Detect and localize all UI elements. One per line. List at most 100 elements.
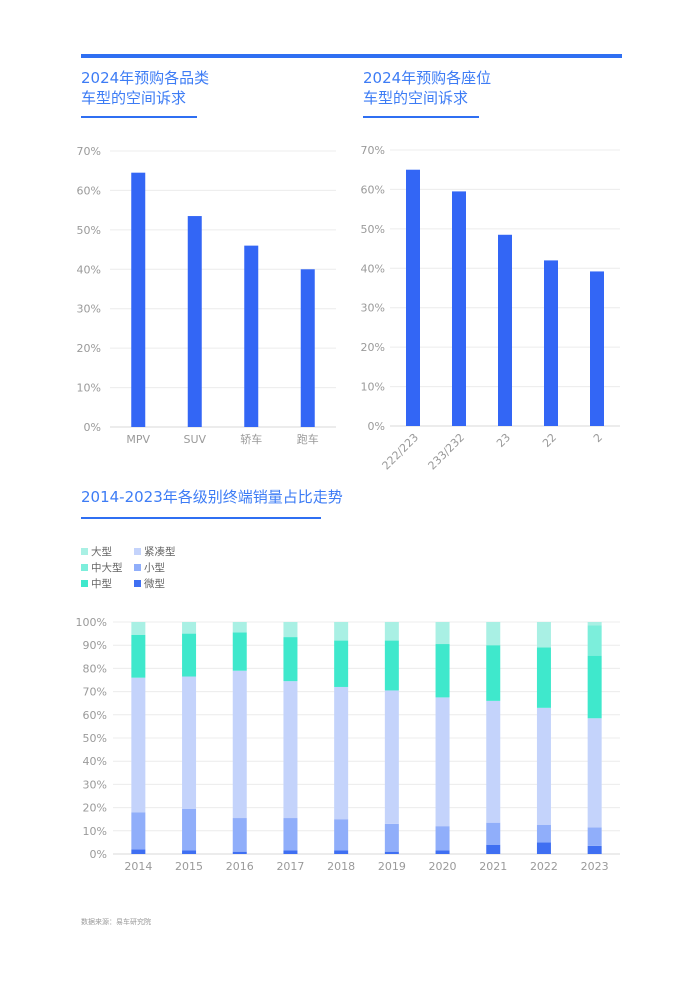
chart2-bar bbox=[544, 260, 558, 426]
chart3-bar-segment bbox=[131, 849, 146, 854]
chart3-legend-label: 大型 bbox=[91, 545, 112, 558]
chart3-bar-segment bbox=[536, 622, 551, 648]
chart3-legend-label: 小型 bbox=[144, 561, 165, 574]
chart1-xtick-label: SUV bbox=[183, 433, 206, 446]
chart3-bar-segment bbox=[232, 851, 247, 854]
chart3-bar-segment bbox=[384, 851, 399, 854]
chart3-legend-swatch bbox=[81, 548, 88, 555]
chart3-bar-segment bbox=[587, 625, 602, 656]
chart3-bar-segment bbox=[232, 632, 247, 671]
chart1-ytick-label: 50% bbox=[77, 224, 101, 237]
chart3-legend-label: 中型 bbox=[91, 577, 112, 590]
chart1-ytick-label: 20% bbox=[77, 342, 101, 355]
chart3-bar-segment bbox=[486, 822, 501, 845]
chart3-bar-segment bbox=[131, 677, 146, 813]
chart3-bar-segment bbox=[334, 819, 349, 851]
chart2-xtick-label: 22 bbox=[540, 431, 559, 450]
chart2-ytick-label: 10% bbox=[361, 381, 385, 394]
chart2-xtick-label: 222/223 bbox=[380, 431, 422, 473]
chart3-bar-segment bbox=[384, 690, 399, 824]
chart3-ytick-label: 70% bbox=[83, 686, 107, 699]
chart3-ytick-label: 90% bbox=[83, 639, 107, 652]
chart1-title-underline bbox=[81, 116, 197, 118]
chart3-xtick-label: 2022 bbox=[530, 860, 558, 873]
chart3-legend-swatch bbox=[81, 564, 88, 571]
chart3-legend-label: 中大型 bbox=[91, 561, 123, 574]
chart3-bar-segment bbox=[283, 681, 298, 819]
chart3-xtick-label: 2019 bbox=[378, 860, 406, 873]
chart2-xtick-label: 23 bbox=[494, 431, 513, 450]
chart3-xtick-label: 2017 bbox=[276, 860, 304, 873]
chart3-title: 2014-2023年各级别终端销量占比走势 bbox=[81, 488, 343, 506]
chart3-bar-segment bbox=[486, 700, 501, 823]
chart3-bar-segment bbox=[587, 655, 602, 719]
chart3-legend-swatch bbox=[134, 548, 141, 555]
chart3-bar-segment bbox=[536, 825, 551, 843]
chart3-bar-segment bbox=[486, 622, 501, 646]
chart3-bar-segment bbox=[232, 622, 247, 633]
chart3-legend-label: 紧凑型 bbox=[144, 545, 176, 558]
chart3-xtick-label: 2021 bbox=[479, 860, 507, 873]
chart1-xtick-label: MPV bbox=[126, 433, 150, 446]
chart3-legend-swatch bbox=[134, 564, 141, 571]
chart2-ytick-label: 60% bbox=[361, 183, 385, 196]
chart2-ytick-label: 20% bbox=[361, 341, 385, 354]
chart2-ytick-label: 30% bbox=[361, 302, 385, 315]
chart1-title: 2024年预购各品类 车型的空间诉求 bbox=[81, 69, 210, 107]
chart1-ytick-label: 40% bbox=[77, 263, 101, 276]
chart3-xtick-label: 2014 bbox=[124, 860, 152, 873]
chart3-bar-segment bbox=[182, 633, 197, 677]
chart3-xtick-label: 2018 bbox=[327, 860, 355, 873]
chart1-bar bbox=[244, 245, 259, 427]
chart3-bar-segment bbox=[435, 697, 450, 827]
chart3-bar-segment bbox=[283, 622, 298, 638]
chart3-bar-segment bbox=[283, 818, 298, 851]
chart3-xtick-label: 2016 bbox=[226, 860, 254, 873]
chart3-bar-segment bbox=[486, 645, 501, 701]
chart3-bar-segment bbox=[131, 622, 146, 635]
chart3-bar-segment bbox=[334, 622, 349, 641]
chart3-ytick-label: 80% bbox=[83, 662, 107, 675]
chart2-ytick-label: 40% bbox=[361, 262, 385, 275]
chart3-legend-label: 微型 bbox=[144, 577, 165, 590]
chart2-bar bbox=[406, 169, 420, 426]
chart1-bar bbox=[131, 172, 146, 427]
chart3-bar-segment bbox=[182, 808, 197, 851]
chart3-bar-segment bbox=[435, 644, 450, 698]
chart3-legend-swatch bbox=[134, 580, 141, 587]
chart2-xtick-label: 233/232 bbox=[426, 431, 468, 473]
chart3-bar-segment bbox=[587, 827, 602, 846]
chart2-bar bbox=[498, 234, 512, 426]
chart3-bar-segment bbox=[283, 850, 298, 854]
chart3-title-underline bbox=[81, 517, 321, 519]
chart3-bar-segment bbox=[283, 637, 298, 682]
chart3-bar-segment bbox=[587, 845, 602, 854]
chart3-xtick-label: 2020 bbox=[429, 860, 457, 873]
chart1-bar bbox=[300, 269, 315, 427]
chart3-ytick-label: 10% bbox=[83, 825, 107, 838]
chart3-bar-segment bbox=[384, 823, 399, 852]
chart3-ytick-label: 30% bbox=[83, 778, 107, 791]
chart3-xtick-label: 2023 bbox=[581, 860, 609, 873]
chart1-ytick-label: 0% bbox=[84, 421, 101, 434]
chart1-ytick-label: 70% bbox=[77, 145, 101, 158]
chart3-xtick-label: 2015 bbox=[175, 860, 203, 873]
chart3-legend-swatch bbox=[81, 580, 88, 587]
chart3-bar-segment bbox=[182, 850, 197, 854]
chart3-bar-segment bbox=[182, 676, 197, 809]
chart3-bar-segment bbox=[435, 826, 450, 851]
chart2-xtick-label: 2 bbox=[591, 431, 605, 445]
chart1-xtick-label: 跑车 bbox=[297, 432, 319, 446]
chart3-bar-segment bbox=[435, 850, 450, 854]
chart3-bar-segment bbox=[131, 812, 146, 850]
chart3-bar-segment bbox=[334, 686, 349, 820]
chart3-bar-segment bbox=[334, 850, 349, 854]
chart3-bar-segment bbox=[232, 818, 247, 852]
chart3-bar-segment bbox=[182, 622, 197, 634]
chart3-bar-segment bbox=[536, 842, 551, 854]
top-accent-bar bbox=[81, 54, 622, 58]
chart3-ytick-label: 50% bbox=[83, 732, 107, 745]
chart1-ytick-label: 30% bbox=[77, 303, 101, 316]
chart3-ytick-label: 60% bbox=[83, 709, 107, 722]
